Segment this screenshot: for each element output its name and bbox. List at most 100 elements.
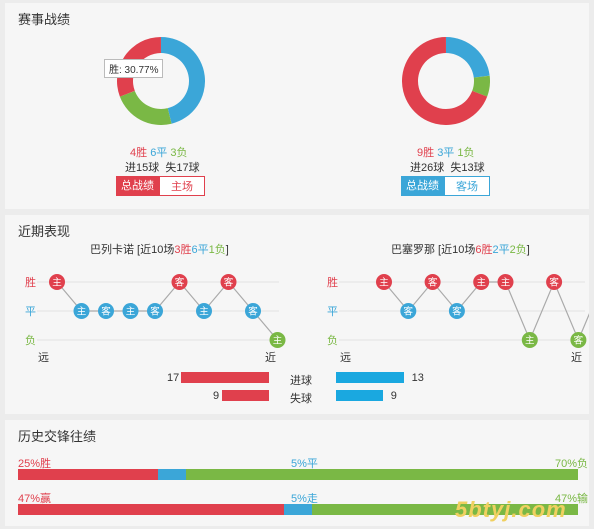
left-scored-bar	[180, 372, 269, 383]
left-team-name: 巴列卡诺	[90, 244, 134, 256]
donut-slice-loss	[119, 90, 172, 125]
right-form-venue-mark: 客	[404, 306, 414, 318]
right-form-point	[497, 274, 514, 290]
left-form-point	[49, 274, 65, 290]
left-form-point	[220, 274, 237, 290]
h2h-handicap-push-pct: 5%走	[291, 493, 318, 505]
donut-slice-win	[402, 37, 488, 125]
left-conceded-value: 9	[213, 390, 220, 402]
left-losses: 3负	[170, 147, 188, 159]
right-tab-overall[interactable]: 总战绩	[401, 176, 444, 196]
recent-form-title: 近期表现	[18, 224, 71, 239]
h2h-loss-segment	[186, 469, 578, 480]
left-form-near-label: 近	[265, 351, 276, 364]
right-form-ylabel: 负	[327, 333, 338, 347]
record-panel: 赛事战绩 胜: 30.77% 4胜 6平 3负 进15球 失17球 总战绩 主场…	[5, 3, 589, 209]
left-draws: 6平	[150, 147, 168, 159]
right-form-point	[546, 274, 563, 290]
left-tab-home[interactable]: 主场	[159, 176, 205, 196]
left-form-point	[147, 303, 163, 319]
right-form-far-label: 远	[340, 351, 351, 364]
right-form-point	[400, 303, 417, 319]
left-form-point	[196, 303, 212, 319]
left-record-summary: 4胜 6平 3负	[130, 144, 188, 160]
right-form-point	[570, 332, 587, 348]
left-form-venue-mark: 客	[175, 277, 185, 289]
left-form-venue-mark: 客	[150, 306, 160, 318]
right-form-venue-mark: 主	[476, 277, 486, 289]
right-form-ylabel: 平	[327, 306, 338, 318]
right-conceded-value: 9	[390, 390, 397, 402]
h2h-handicap-win-segment	[18, 504, 284, 515]
h2h-draw-pct: 5%平	[291, 458, 318, 470]
left-form-venue-mark: 主	[52, 277, 62, 289]
right-scored-bar	[336, 372, 404, 383]
right-form-point	[376, 274, 392, 290]
h2h-win-segment	[18, 469, 158, 480]
head-to-head-title: 历史交锋往绩	[18, 429, 97, 444]
donut-slice-draw	[161, 37, 205, 124]
right-wins: 9胜	[417, 147, 435, 159]
right-team-name: 巴塞罗那	[391, 244, 435, 256]
h2h-handicap-win-pct: 47%赢	[18, 493, 52, 505]
right-tab-away[interactable]: 客场	[444, 176, 490, 196]
left-form-ylabel: 负	[25, 333, 36, 347]
h2h-draw-segment	[158, 469, 186, 480]
left-form-venue-mark: 客	[101, 306, 111, 318]
right-conceded-bar	[336, 390, 383, 401]
right-form-line	[383, 280, 589, 342]
left-form-point	[122, 303, 139, 319]
left-record-donut	[117, 37, 205, 125]
left-form-venue-mark: 客	[248, 306, 258, 318]
right-form-point	[521, 332, 538, 348]
right-draws: 3平	[437, 147, 455, 159]
site-watermark: 5btyj.com	[455, 497, 567, 522]
h2h-handicap-loss-segment	[312, 504, 578, 515]
recent-form-panel: 近期表现 巴列卡诺 [近10场3胜6平1负] 巴塞罗那 [近10场6胜2平2负]…	[5, 215, 589, 414]
left-form-venue-mark: 客	[224, 277, 234, 289]
left-scored-value: 17	[167, 372, 180, 384]
right-form-point	[424, 274, 441, 290]
right-goals-summary: 进26球 失13球	[410, 162, 485, 174]
h2h-handicap-push-segment	[283, 504, 313, 515]
h2h-win-pct: 25%胜	[18, 458, 52, 470]
right-form-near-label: 近	[571, 351, 582, 364]
left-form-point	[98, 303, 114, 319]
right-losses: 1负	[457, 147, 475, 159]
right-record-donut	[402, 37, 490, 125]
donut-slice-loss	[472, 75, 490, 97]
left-form-venue-mark: 主	[199, 306, 209, 318]
right-form-venue-mark: 客	[574, 335, 584, 347]
left-form-point	[245, 303, 261, 319]
right-team-form-header: 巴塞罗那 [近10场6胜2平2负]	[391, 244, 530, 256]
left-form-far-label: 远	[38, 351, 49, 364]
right-form-venue-mark: 客	[452, 306, 462, 318]
donut-slice-draw	[446, 37, 490, 78]
right-form-venue-mark: 主	[525, 335, 535, 347]
left-team-form-header: 巴列卡诺 [近10场3胜6平1负]	[90, 244, 229, 256]
right-form-point	[473, 274, 490, 290]
left-form-ylabel: 胜	[25, 275, 36, 289]
donut-slice-win	[117, 37, 161, 97]
h2h-handicap-bar	[18, 504, 578, 515]
left-form-line	[56, 281, 278, 341]
left-tab-overall[interactable]: 总战绩	[116, 176, 159, 196]
h2h-handicap-loss-pct: 47%输	[555, 493, 589, 505]
head-to-head-panel: 历史交锋往绩 25%胜 5%平 70%负 47%赢 5%走 47%输	[5, 420, 589, 526]
left-goals-summary: 进15球 失17球	[125, 162, 200, 174]
left-form-point	[171, 274, 188, 290]
left-form-point	[269, 332, 286, 348]
conceded-label: 失球	[290, 393, 312, 405]
h2h-result-bar	[18, 469, 578, 480]
left-form-point	[73, 303, 90, 319]
scored-label: 进球	[290, 375, 312, 387]
right-form-venue-mark: 客	[428, 277, 438, 289]
record-title: 赛事战绩	[18, 12, 71, 27]
left-form-ylabel: 平	[25, 306, 36, 318]
right-record-summary: 9胜 3平 1负	[417, 144, 475, 160]
right-form-venue-mark: 主	[379, 277, 389, 289]
h2h-loss-pct: 70%负	[555, 458, 589, 470]
left-form-venue-mark: 主	[273, 335, 283, 347]
left-wins: 4胜	[130, 147, 148, 159]
